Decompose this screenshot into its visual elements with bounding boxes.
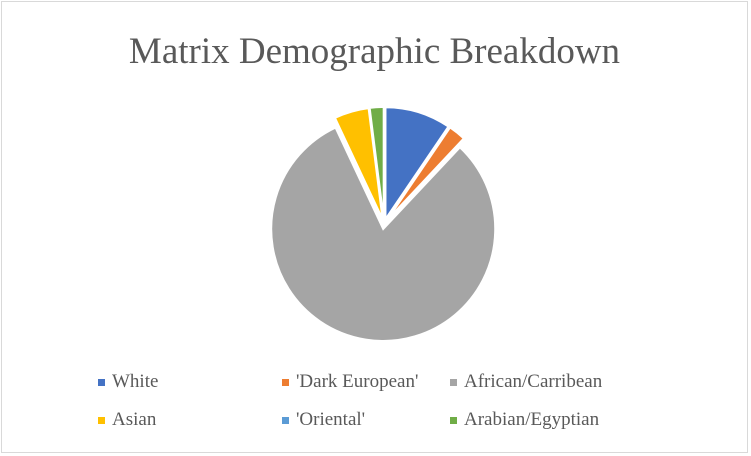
legend: White 'Dark European' African/Carribean … [98,370,718,446]
pie-slice-dark-european [386,126,466,221]
legend-swatch-african-carribean [450,378,457,386]
legend-swatch-oriental [282,416,289,424]
legend-item-arabian-egyptian: Arabian/Egyptian [450,408,599,432]
chart-title: Matrix Demographic Breakdown [128,31,621,72]
legend-item-white: White [98,370,158,394]
legend-row: White 'Dark European' African/Carribean [98,370,718,408]
legend-row: Asian 'Oriental' Arabian/Egyptian [98,408,718,446]
pie-slice-arabian-egyptian [368,106,385,220]
pie-slices-group [270,106,497,342]
legend-item-oriental: 'Oriental' [282,408,365,432]
pie-slice-asian [333,106,384,220]
legend-item-asian: Asian [98,408,156,432]
pie-slice-african-carribean [270,126,497,342]
legend-swatch-asian [98,416,105,424]
legend-label-white: White [112,371,159,392]
legend-item-african-carribean: African/Carribean [450,370,602,394]
legend-swatch-arabian-egyptian [450,416,457,424]
legend-label-asian: Asian [112,409,157,430]
legend-label-arabian-egyptian: Arabian/Egyptian [464,409,600,430]
legend-item-dark-european: 'Dark European' [282,370,418,394]
legend-label-dark-european: 'Dark European' [296,371,419,392]
legend-swatch-white [98,378,105,386]
pie-slice-white [384,106,450,223]
legend-label-african-carribean: African/Carribean [464,371,603,392]
legend-label-oriental: 'Oriental' [296,409,366,430]
legend-swatch-dark-european [282,378,289,386]
